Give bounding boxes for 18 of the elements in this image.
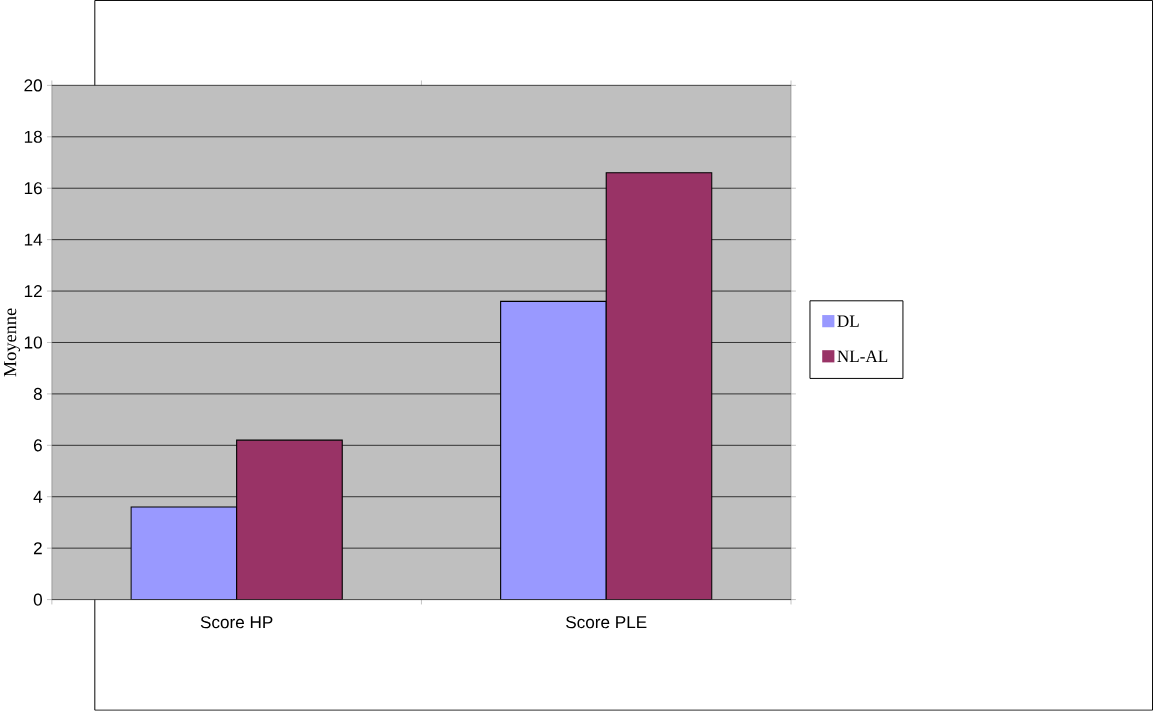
legend-label: DL xyxy=(837,315,859,327)
y-tick-label: 18 xyxy=(24,130,42,144)
y-tick-label: 0 xyxy=(33,593,42,606)
y-tick-label: 16 xyxy=(24,182,42,195)
y-axis-title: Moyenne xyxy=(4,308,21,377)
y-tick-label: 4 xyxy=(33,491,43,503)
y-tick-label: 12 xyxy=(24,285,42,298)
x-tick-label: Score PLE xyxy=(566,616,647,629)
bar xyxy=(500,300,607,600)
y-tick-label: 2 xyxy=(33,542,42,555)
y-tick-label: 14 xyxy=(24,233,43,246)
x-tick-label: Score HP xyxy=(200,616,273,629)
y-tick-label: 6 xyxy=(33,439,42,452)
y-tick-label: 20 xyxy=(24,79,42,92)
y-tick-label: 10 xyxy=(24,336,42,349)
y-tick-label: 8 xyxy=(33,387,42,401)
bar xyxy=(130,506,238,600)
legend-label: NL-AL xyxy=(837,350,888,363)
